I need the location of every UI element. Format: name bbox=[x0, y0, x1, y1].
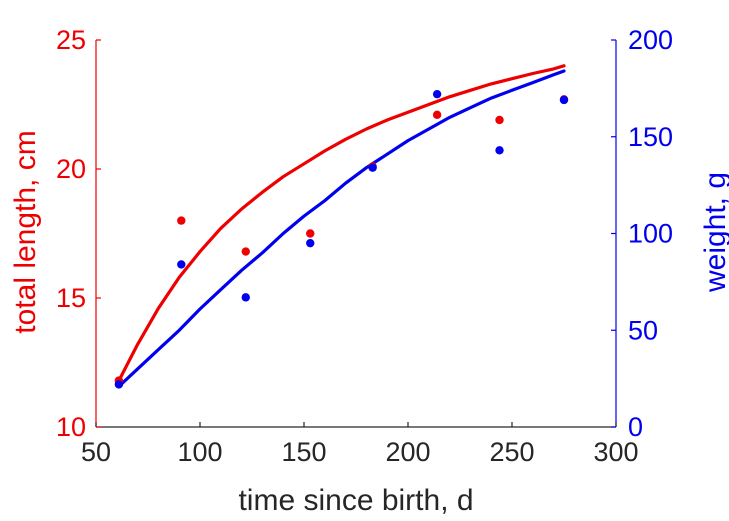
length-data-point bbox=[241, 247, 250, 256]
right-y-tick-label: 0 bbox=[628, 412, 643, 442]
x-tick-label: 250 bbox=[489, 437, 534, 467]
length-data-point bbox=[177, 216, 186, 225]
left-y-tick-label: 25 bbox=[56, 25, 86, 55]
left-y-tick-label: 15 bbox=[56, 283, 86, 313]
x-axis-title: time since birth, d bbox=[238, 484, 473, 517]
weight-data-point bbox=[495, 146, 504, 155]
weight-data-point bbox=[432, 89, 442, 99]
weight-data-point bbox=[177, 260, 186, 269]
axes bbox=[95, 39, 617, 428]
right-y-tick-label: 100 bbox=[628, 219, 673, 249]
right-y-tick-label: 50 bbox=[628, 315, 658, 345]
weight-data-point bbox=[114, 380, 124, 389]
weight-data-point bbox=[368, 163, 377, 172]
weight-data-point bbox=[241, 293, 250, 302]
right-y-tick-label: 200 bbox=[628, 25, 673, 55]
x-tick-label: 300 bbox=[593, 437, 638, 467]
length-data-point bbox=[495, 115, 504, 125]
weight-data-point bbox=[306, 238, 315, 248]
weight-data-point bbox=[559, 95, 569, 105]
right-y-axis-title: weight, g bbox=[699, 172, 729, 293]
chart-marks bbox=[114, 64, 569, 389]
length-fit-line bbox=[117, 64, 566, 383]
x-tick-label: 50 bbox=[81, 437, 111, 467]
left-y-axis-title: total length, cm bbox=[9, 130, 42, 333]
length-data-point bbox=[306, 229, 315, 238]
left-y-tick-label: 10 bbox=[56, 412, 86, 442]
x-tick-label: 100 bbox=[177, 437, 222, 467]
right-y-tick-label: 150 bbox=[628, 122, 673, 152]
weight-fit-line bbox=[117, 69, 566, 388]
left-y-tick-label: 20 bbox=[56, 154, 86, 184]
x-tick-label: 150 bbox=[281, 437, 326, 467]
x-tick-label: 200 bbox=[385, 437, 430, 467]
length-data-point bbox=[432, 110, 442, 120]
